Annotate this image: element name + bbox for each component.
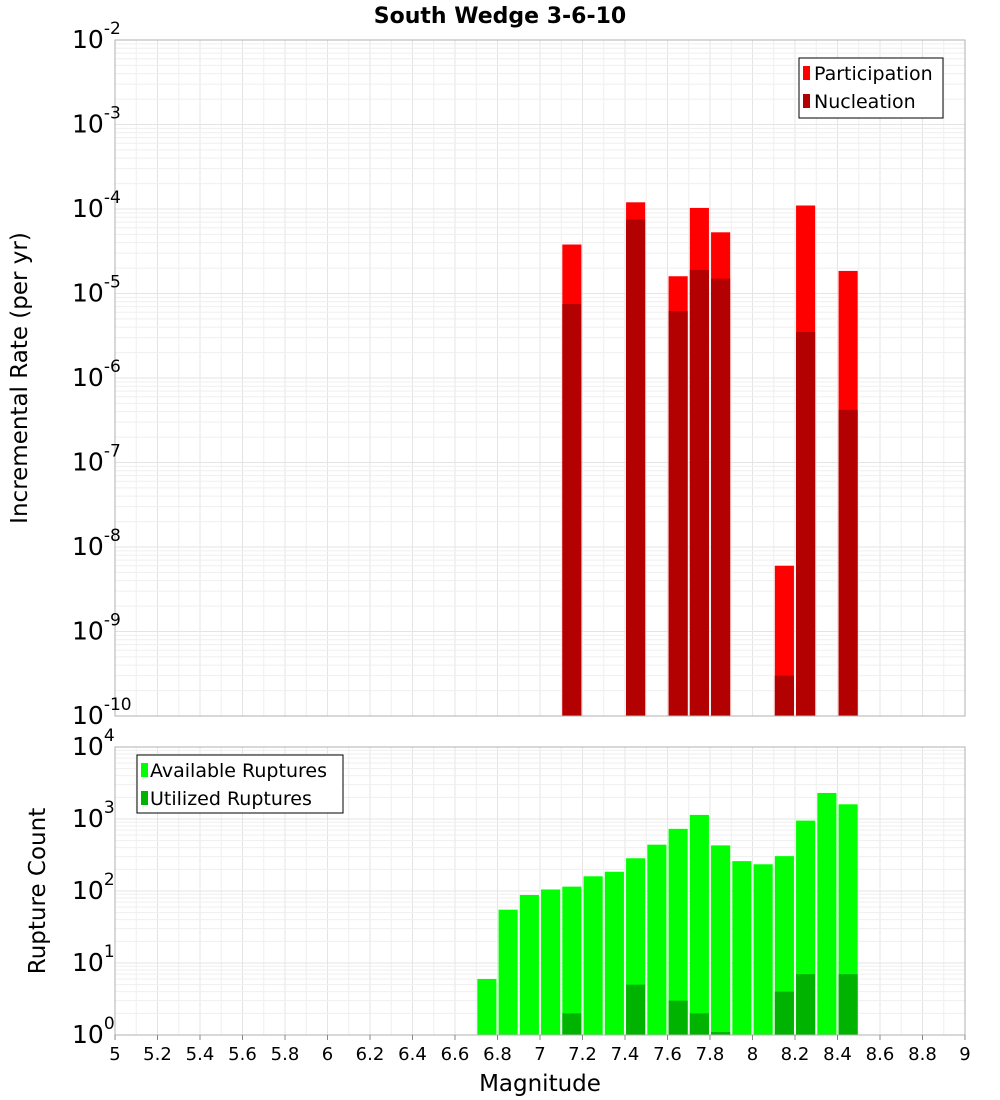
x-tick-label: 8.4 (823, 1044, 852, 1065)
x-tick-label: 7.6 (653, 1044, 682, 1065)
y-tick-label: 104 (72, 726, 115, 761)
bar-utilized-ruptures (668, 1000, 688, 1035)
count-panel: 100 101 102 103 104 5 5.2 5.4 5.6 5.8 6 6.2 6.4 6.6 6… (25, 726, 971, 1097)
x-tick-label: 6.2 (356, 1044, 385, 1065)
x-tick-label: 8.8 (908, 1044, 937, 1065)
x-axis-label: Magnitude (479, 1071, 601, 1097)
y-tick-label: 101 (72, 942, 115, 977)
rate-panel-frame (114, 39, 966, 717)
x-tick-label: 6.4 (398, 1044, 427, 1065)
x-tick-label: 5.8 (271, 1044, 300, 1065)
rate-legend-label-participation: Participation (814, 63, 933, 85)
count-panel-y-ticks: 100 101 102 103 104 (72, 726, 115, 1049)
x-tick-label: 5.6 (228, 1044, 257, 1065)
bar-nucleation (689, 269, 709, 716)
x-tick-label: 8.2 (781, 1044, 810, 1065)
y-tick-label: 10-10 (72, 695, 132, 730)
count-legend-box (136, 754, 344, 814)
bar-utilized-ruptures (838, 974, 858, 1035)
bar-available-ruptures (668, 828, 688, 1035)
bar-utilized-ruptures (711, 1032, 731, 1035)
bar-available-ruptures (604, 871, 624, 1035)
count-legend-label-utilized: Utilized Ruptures (150, 788, 312, 810)
x-tick-label: 7.4 (611, 1044, 640, 1065)
x-tick-label: 6.8 (483, 1044, 512, 1065)
bar-available-ruptures (647, 844, 667, 1035)
x-tick-label: 7.8 (696, 1044, 725, 1065)
bar-available-ruptures (732, 861, 752, 1035)
y-tick-label: 102 (72, 870, 115, 905)
y-tick-label: 10-9 (72, 611, 121, 646)
bar-available-ruptures (689, 814, 709, 1035)
rate-legend-swatch-participation (803, 66, 810, 80)
x-tick-label: 8.6 (866, 1044, 895, 1065)
bar-available-ruptures (498, 909, 518, 1035)
count-legend: Available Ruptures Utilized Ruptures (136, 754, 344, 814)
bar-nucleation (626, 219, 646, 717)
count-panel-bars (477, 792, 858, 1035)
bar-nucleation (774, 675, 794, 716)
count-legend-label-available: Available Ruptures (150, 760, 327, 782)
count-legend-swatch-utilized (141, 791, 148, 805)
y-tick-label: 10-3 (72, 104, 121, 139)
bar-utilized-ruptures (626, 984, 646, 1035)
y-tick-label: 103 (72, 798, 115, 833)
x-tick-label: 8 (747, 1044, 758, 1065)
bar-utilized-ruptures (774, 991, 794, 1035)
bar-utilized-ruptures (562, 1013, 582, 1035)
x-tick-label: 5.2 (143, 1044, 172, 1065)
count-panel-y-axis-label: Rupture Count (25, 808, 51, 974)
y-tick-label: 10-7 (72, 442, 121, 477)
rate-panel-y-ticks: 10-10 10-9 10-8 10-7 10-6 10-5 10-4 10-3 10-2 (72, 19, 132, 730)
rate-panel: 10-10 10-9 10-8 10-7 10-6 10-5 10-4 10-3 10-2 In… (7, 19, 966, 730)
bar-nucleation (562, 304, 582, 716)
x-tick-label: 7 (534, 1044, 545, 1065)
x-tick-label: 7.2 (568, 1044, 597, 1065)
y-tick-label: 10-6 (72, 357, 121, 392)
bar-nucleation (796, 332, 816, 716)
rate-panel-y-axis-label: Incremental Rate (per yr) (7, 232, 33, 524)
bar-available-ruptures (541, 889, 561, 1035)
bar-utilized-ruptures (689, 1013, 709, 1035)
rate-panel-bars (562, 202, 858, 717)
rate-legend-box (798, 57, 944, 119)
chart-title: South Wedge 3-6-10 (374, 4, 626, 29)
x-tick-label: 6 (322, 1044, 333, 1065)
count-panel-x-ticks: 5 5.2 5.4 5.6 5.8 6 6.2 6.4 6.6 6.8 7 7.2 7.4 7.6 7.8 8… (109, 1035, 971, 1065)
bar-available-ruptures (753, 864, 773, 1035)
bar-available-ruptures (477, 978, 497, 1035)
bar-available-ruptures (774, 856, 794, 1035)
x-tick-label: 5 (109, 1044, 120, 1065)
y-tick-label: 10-8 (72, 526, 121, 561)
y-tick-label: 10-5 (72, 273, 121, 308)
rate-panel-grid (114, 40, 966, 717)
bar-nucleation (711, 278, 731, 716)
x-tick-label: 6.6 (441, 1044, 470, 1065)
x-tick-label: 5.4 (186, 1044, 215, 1065)
bar-nucleation (668, 311, 688, 716)
bar-available-ruptures (519, 894, 539, 1035)
rate-legend-swatch-nucleation (803, 94, 810, 108)
bar-available-ruptures (583, 876, 603, 1035)
rate-legend: Participation Nucleation (798, 57, 944, 119)
rate-legend-label-nucleation: Nucleation (814, 91, 916, 113)
bar-available-ruptures (562, 886, 582, 1035)
count-legend-swatch-available (141, 763, 148, 777)
y-tick-label: 100 (72, 1014, 115, 1049)
bar-nucleation (838, 409, 858, 716)
y-tick-label: 10-4 (72, 188, 121, 223)
x-tick-label: 9 (959, 1044, 970, 1065)
bar-utilized-ruptures (796, 974, 816, 1035)
bar-available-ruptures (711, 845, 731, 1035)
bar-available-ruptures (817, 792, 837, 1035)
y-tick-label: 10-2 (72, 19, 121, 54)
